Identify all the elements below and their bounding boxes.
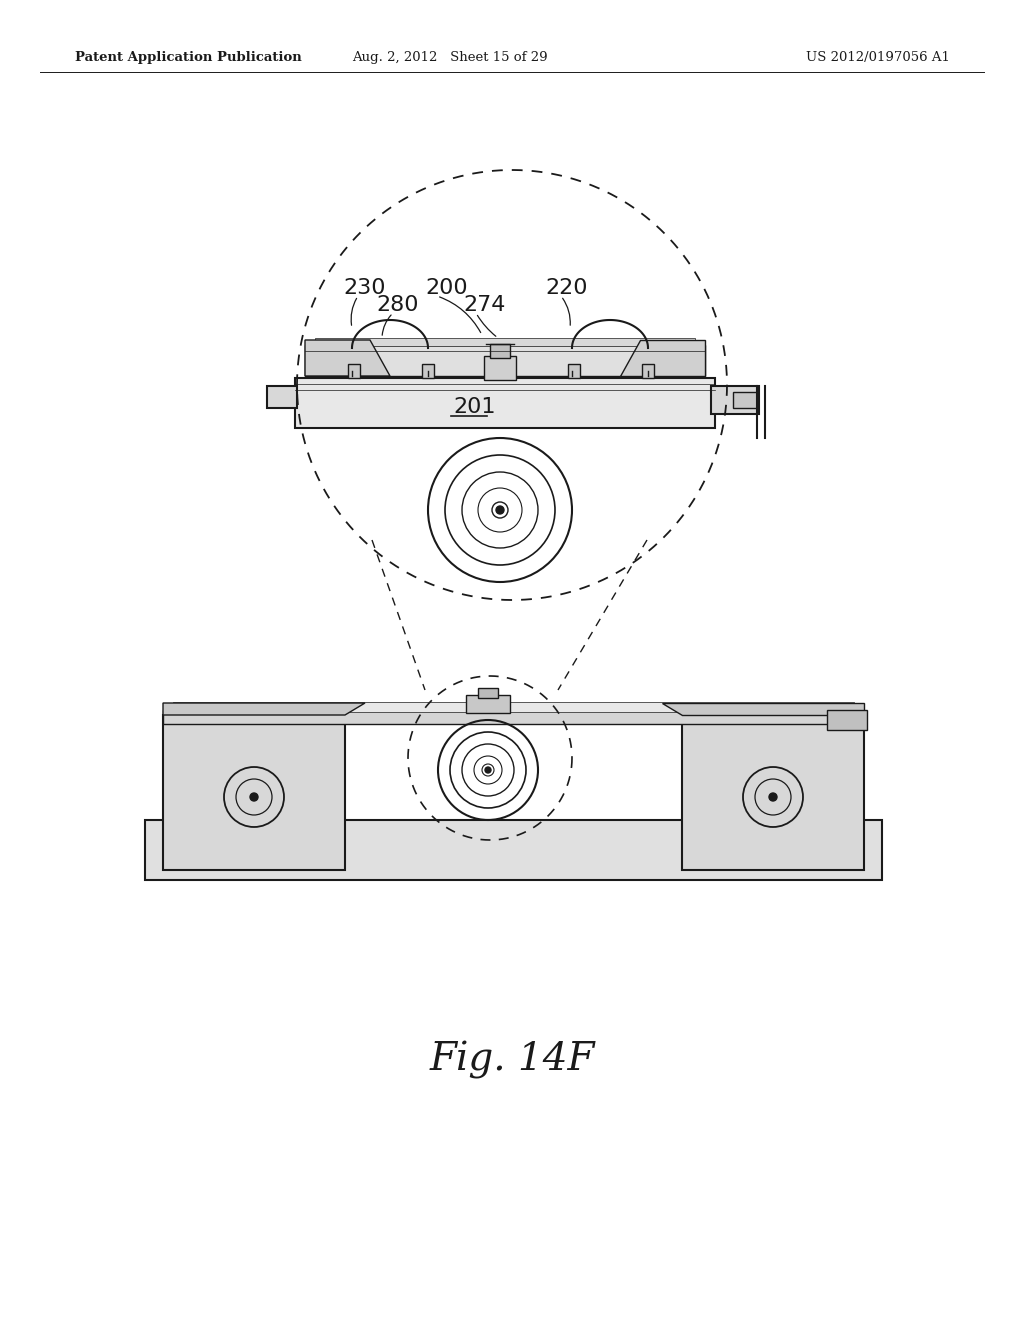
Bar (315, 338, 695, 346)
Bar (827, 710, 867, 730)
Text: US 2012/0197056 A1: US 2012/0197056 A1 (806, 51, 950, 65)
Bar (295, 378, 715, 428)
Bar (484, 356, 516, 380)
Text: 280: 280 (376, 294, 419, 315)
Text: Aug. 2, 2012   Sheet 15 of 29: Aug. 2, 2012 Sheet 15 of 29 (352, 51, 548, 65)
Circle shape (769, 793, 777, 801)
Circle shape (250, 793, 258, 801)
Bar (163, 715, 345, 870)
Bar (267, 385, 297, 408)
Bar (422, 364, 434, 378)
Text: 201: 201 (453, 397, 496, 417)
Bar (642, 364, 654, 378)
Bar (682, 715, 864, 870)
Bar (145, 820, 882, 880)
Bar (568, 364, 580, 378)
Bar (348, 364, 360, 378)
Text: 230: 230 (343, 279, 385, 298)
Text: Patent Application Publication: Patent Application Publication (75, 51, 302, 65)
Text: 200: 200 (425, 279, 468, 298)
Bar (711, 385, 759, 414)
Bar (163, 710, 864, 723)
Bar (733, 392, 757, 408)
Circle shape (485, 767, 490, 774)
Bar (466, 696, 510, 713)
Polygon shape (662, 704, 864, 715)
Text: 220: 220 (545, 279, 588, 298)
Bar (305, 345, 705, 376)
Text: 274: 274 (463, 294, 506, 315)
Text: Fig. 14F: Fig. 14F (429, 1041, 595, 1078)
Bar (173, 702, 854, 711)
Polygon shape (620, 341, 705, 376)
Polygon shape (305, 341, 390, 376)
Circle shape (496, 506, 504, 513)
Polygon shape (163, 704, 365, 715)
Bar (478, 688, 498, 698)
Bar (490, 345, 510, 358)
